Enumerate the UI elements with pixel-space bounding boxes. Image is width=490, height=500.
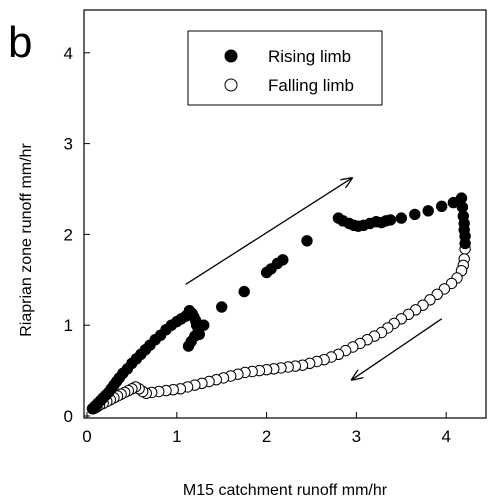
series-falling-limb bbox=[87, 243, 471, 415]
legend: Rising limb Falling limb bbox=[187, 30, 383, 106]
rising-limb-point bbox=[459, 237, 471, 250]
legend-label-falling-limb: Falling limb bbox=[268, 76, 354, 95]
y-tick-label: 0 bbox=[64, 407, 73, 426]
y-tick-label: 3 bbox=[64, 135, 73, 154]
rising-limb-point bbox=[193, 328, 206, 340]
plot-frame bbox=[83, 9, 487, 419]
series-rising-limb bbox=[86, 192, 471, 415]
rising-limb-point bbox=[409, 208, 421, 221]
panel-label: b bbox=[8, 18, 32, 67]
trend-arrow-falling bbox=[352, 318, 443, 380]
rising-limb-point bbox=[436, 200, 448, 213]
x-axis-title: M15 catchment runoff mm/hr bbox=[183, 482, 388, 499]
legend-box bbox=[187, 30, 383, 106]
plot-area bbox=[83, 9, 487, 419]
x-tick-label: 2 bbox=[262, 427, 271, 446]
trend-arrows bbox=[185, 178, 443, 380]
legend-marker-rising-limb bbox=[224, 49, 238, 63]
rising-limb-point bbox=[384, 214, 397, 226]
x-tick-label: 0 bbox=[82, 427, 91, 446]
rising-limb-point bbox=[198, 319, 210, 331]
rising-limb-point bbox=[216, 301, 228, 313]
rising-limb-point bbox=[238, 285, 250, 298]
rising-limb-point bbox=[301, 235, 313, 247]
legend-marker-falling-limb bbox=[224, 78, 238, 92]
y-axis: 0 1 2 3 4 bbox=[64, 44, 90, 426]
x-tick-label: 4 bbox=[441, 427, 450, 446]
x-tick-label: 3 bbox=[352, 427, 361, 446]
x-tick-label: 1 bbox=[172, 427, 181, 446]
rising-limb-point bbox=[395, 212, 407, 224]
rising-limb-point bbox=[277, 254, 289, 266]
legend-label-rising-limb: Rising limb bbox=[268, 47, 351, 66]
trend-arrow-rising bbox=[185, 178, 352, 285]
y-tick-label: 4 bbox=[64, 44, 73, 63]
x-axis: 0 1 2 3 4 bbox=[82, 412, 451, 446]
y-tick-label: 1 bbox=[64, 316, 73, 335]
rising-limb-point bbox=[422, 205, 434, 217]
y-axis-title: Riaprian zone runoff mm/hr bbox=[18, 143, 35, 337]
y-tick-label: 2 bbox=[64, 225, 73, 244]
rising-limb-point bbox=[182, 340, 195, 352]
